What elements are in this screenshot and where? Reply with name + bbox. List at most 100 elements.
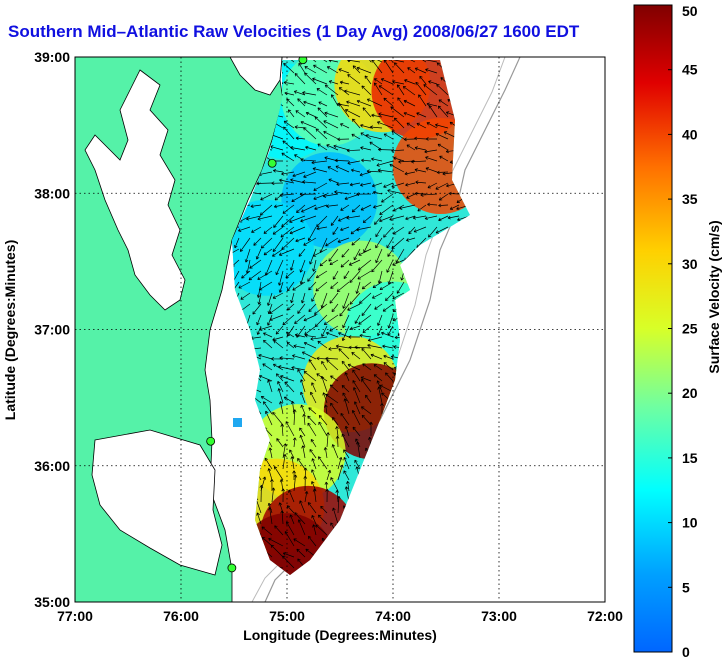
velocity-arrow [256,512,262,525]
velocity-arrow [371,292,383,299]
colorbar-tick-label: 10 [682,515,698,531]
velocity-arrow [326,144,339,151]
velocity-arrow [270,479,274,492]
velocity-arrow [317,340,328,349]
velocity-arrow [403,137,416,142]
velocity-arrow [322,392,328,404]
velocity-arrow [375,226,383,238]
velocity-arrow [283,80,295,85]
velocity-arrow [318,101,328,107]
velocity-arrow [367,343,383,349]
velocity-arrow [268,447,273,459]
velocity-arrow [326,204,339,209]
velocity-arrow [264,457,273,470]
velocity-arrow [378,112,394,118]
velocity-arrow [330,281,339,289]
velocity-arrow [299,434,306,448]
velocity-arrow [404,79,416,85]
velocity-arrow [320,375,328,393]
velocity-arrow [271,487,276,503]
velocity-arrow [304,333,317,338]
velocity-arrow [449,204,460,210]
velocity-arrow [346,215,361,220]
velocity-arrow [365,394,372,404]
velocity-arrow [269,303,284,314]
velocity-arrow [366,169,383,174]
velocity-arrow [365,133,383,140]
velocity-arrow [391,182,405,188]
velocity-arrow [292,171,306,178]
velocity-arrow [259,204,273,216]
velocity-arrow [387,189,405,195]
velocity-arrow [344,425,350,437]
velocity-arrow [293,344,306,349]
velocity-arrow [360,123,372,129]
velocity-arrow [311,515,317,525]
x-tick-label: 76:00 [163,608,199,624]
velocity-arrow [267,379,273,393]
velocity-arrow [328,60,339,63]
velocity-arrow [263,332,273,338]
velocity-arrow [314,116,328,129]
colorbar-tick-label: 35 [682,191,698,207]
velocity-arrow [416,122,427,129]
velocity-arrow [435,132,449,140]
velocity-arrow [386,237,394,249]
velocity-arrow [341,360,350,371]
velocity-arrow [261,526,273,536]
velocity-arrow [362,325,372,333]
x-tick-label: 74:00 [375,608,411,624]
velocity-arrow [389,163,405,173]
velocity-arrow [326,66,339,74]
velocity-arrow [250,204,262,209]
velocity-arrow [305,145,317,151]
velocity-arrow [362,363,372,371]
velocity-arrow [328,347,339,351]
velocity-arrow [338,68,350,74]
velocity-arrow [252,303,262,315]
velocity-arrow [357,259,372,271]
velocity-arrow [338,103,350,118]
velocity-arrow [379,384,394,393]
velocity-arrow [376,380,383,393]
velocity-arrow [347,160,361,165]
velocity-arrow [435,123,449,129]
velocity-arrow [335,435,340,448]
velocity-arrow [289,449,295,459]
velocity-arrow [281,152,295,162]
velocity-arrow [387,60,405,63]
velocity-arrow [372,281,383,288]
velocity-arrow [284,531,295,547]
velocity-arrow [414,146,427,151]
radar-station [298,57,308,65]
velocity-arrow [376,314,383,326]
velocity-arrow [424,149,438,154]
velocity-arrow [351,204,361,213]
velocity-arrow [302,91,317,96]
velocity-arrow [318,414,328,426]
velocity-arrow [342,392,350,404]
velocity-arrow [425,137,437,141]
velocity-arrow [273,215,284,228]
velocity-arrow [343,457,350,470]
velocity-arrow [350,168,361,173]
velocity-arrow [348,335,361,339]
velocity-arrow [330,402,339,415]
velocity-arrow [357,270,372,280]
velocity-arrow [366,98,383,107]
velocity-arrow [413,226,427,233]
velocity-arrow [406,237,416,242]
velocity-arrow [380,78,394,85]
velocity-arrow [328,248,339,262]
velocity-arrow [258,281,273,291]
velocity-arrow [294,314,306,324]
velocity-arrow [314,204,328,211]
velocity-arrow [326,469,332,481]
velocity-arrow [261,536,273,547]
velocity-arrow [335,426,339,437]
velocity-arrow [406,144,416,151]
velocity-arrow [284,91,295,96]
velocity-arrow [272,237,284,253]
velocity-arrow [268,507,273,525]
velocity-arrow [351,133,361,140]
